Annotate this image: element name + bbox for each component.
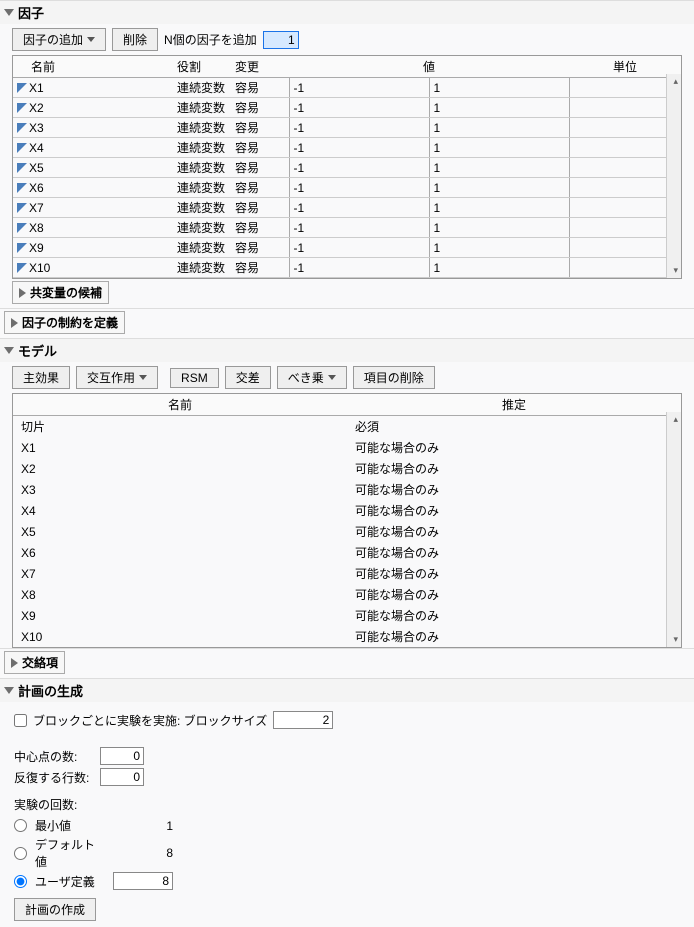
table-row[interactable]: X5可能な場合のみ [13, 521, 681, 542]
center-input[interactable] [100, 747, 144, 765]
table-row[interactable]: X9連続変数容易-11 [13, 238, 681, 258]
model-col-name: 名前 [13, 394, 347, 416]
model-table: 名前 推定 切片必須X1可能な場合のみX2可能な場合のみX3可能な場合のみX4可… [12, 393, 682, 648]
generate-header[interactable]: 計画の生成 [0, 679, 694, 702]
block-checkbox[interactable] [14, 714, 27, 727]
table-row[interactable]: X2可能な場合のみ [13, 458, 681, 479]
block-size-input[interactable] [273, 711, 333, 729]
col-name: 名前 [13, 56, 173, 78]
runs-default-radio[interactable] [14, 847, 27, 860]
scrollbar[interactable]: ▴ ▾ [666, 412, 681, 647]
table-row[interactable]: X3可能な場合のみ [13, 479, 681, 500]
table-row[interactable]: X1連続変数容易-11 [13, 78, 681, 98]
rsm-button[interactable]: RSM [170, 368, 219, 388]
blue-triangle-icon [17, 263, 27, 273]
disclosure-closed-icon [11, 318, 18, 328]
cross-button[interactable]: 交差 [225, 366, 271, 389]
blue-triangle-icon [17, 163, 27, 173]
covariates-header[interactable]: 共変量の候補 [12, 281, 109, 304]
blue-triangle-icon [17, 143, 27, 153]
factors-title: 因子 [18, 3, 44, 22]
table-row[interactable]: X10可能な場合のみ [13, 626, 681, 647]
model-col-est: 推定 [347, 394, 681, 416]
runs-default-val: 8 [113, 846, 173, 860]
col-value: 値 [289, 56, 569, 78]
table-row[interactable]: X4可能な場合のみ [13, 500, 681, 521]
replicate-label: 反復する行数: [14, 769, 94, 786]
runs-user-input[interactable] [113, 872, 173, 890]
blue-triangle-icon [17, 103, 27, 113]
runs-default-label: デフォルト値 [35, 836, 105, 870]
add-factor-button[interactable]: 因子の追加 [12, 28, 106, 51]
table-row[interactable]: X10連続変数容易-11 [13, 258, 681, 278]
blue-triangle-icon [17, 183, 27, 193]
center-label: 中心点の数: [14, 748, 94, 765]
table-row[interactable]: X1可能な場合のみ [13, 437, 681, 458]
model-title: モデル [18, 341, 57, 360]
covariates-title: 共変量の候補 [30, 284, 102, 301]
table-row[interactable]: X7連続変数容易-11 [13, 198, 681, 218]
runs-min-val: 1 [113, 819, 173, 833]
blue-triangle-icon [17, 223, 27, 233]
table-row[interactable]: X4連続変数容易-11 [13, 138, 681, 158]
constraints-title: 因子の制約を定義 [22, 314, 118, 331]
table-row[interactable]: X8連続変数容易-11 [13, 218, 681, 238]
table-row[interactable]: X3連続変数容易-11 [13, 118, 681, 138]
make-design-button[interactable]: 計画の作成 [14, 898, 96, 921]
block-label: ブロックごとに実験を実施: ブロックサイズ [33, 712, 267, 729]
generate-title: 計画の生成 [18, 681, 83, 700]
blue-triangle-icon [17, 243, 27, 253]
runs-min-label: 最小値 [35, 817, 105, 834]
col-unit: 単位 [569, 56, 681, 78]
main-effects-button[interactable]: 主効果 [12, 366, 70, 389]
n-add-input[interactable] [263, 31, 299, 49]
factors-header[interactable]: 因子 [0, 1, 694, 24]
table-row[interactable]: X6可能な場合のみ [13, 542, 681, 563]
runs-user-radio[interactable] [14, 875, 27, 888]
disclosure-open-icon [4, 347, 14, 354]
col-change: 変更 [231, 56, 289, 78]
table-row[interactable]: X7可能な場合のみ [13, 563, 681, 584]
col-role: 役割 [173, 56, 231, 78]
interactions-button[interactable]: 交互作用 [76, 366, 158, 389]
replicate-input[interactable] [100, 768, 144, 786]
factors-table: 名前 役割 変更 値 単位 X1連続変数容易-11X2連続変数容易-11X3連続… [12, 55, 682, 279]
runs-title: 実験の回数: [14, 796, 680, 813]
model-header[interactable]: モデル [0, 339, 694, 362]
power-button[interactable]: べき乗 [277, 366, 347, 389]
blue-triangle-icon [17, 203, 27, 213]
table-row[interactable]: 切片必須 [13, 416, 681, 438]
disclosure-open-icon [4, 9, 14, 16]
delete-term-button[interactable]: 項目の削除 [353, 366, 435, 389]
constraints-header[interactable]: 因子の制約を定義 [4, 311, 125, 334]
table-row[interactable]: X5連続変数容易-11 [13, 158, 681, 178]
disclosure-open-icon [4, 687, 14, 694]
alias-header[interactable]: 交絡項 [4, 651, 65, 674]
blue-triangle-icon [17, 123, 27, 133]
table-row[interactable]: X2連続変数容易-11 [13, 98, 681, 118]
runs-user-label: ユーザ定義 [35, 873, 105, 890]
disclosure-closed-icon [11, 658, 18, 668]
n-add-label: N個の因子を追加 [164, 31, 257, 48]
table-row[interactable]: X9可能な場合のみ [13, 605, 681, 626]
alias-title: 交絡項 [22, 654, 58, 671]
delete-factor-button[interactable]: 削除 [112, 28, 158, 51]
table-row[interactable]: X8可能な場合のみ [13, 584, 681, 605]
blue-triangle-icon [17, 83, 27, 93]
table-row[interactable]: X6連続変数容易-11 [13, 178, 681, 198]
disclosure-closed-icon [19, 288, 26, 298]
runs-min-radio[interactable] [14, 819, 27, 832]
scrollbar[interactable]: ▴ ▾ [666, 74, 681, 278]
